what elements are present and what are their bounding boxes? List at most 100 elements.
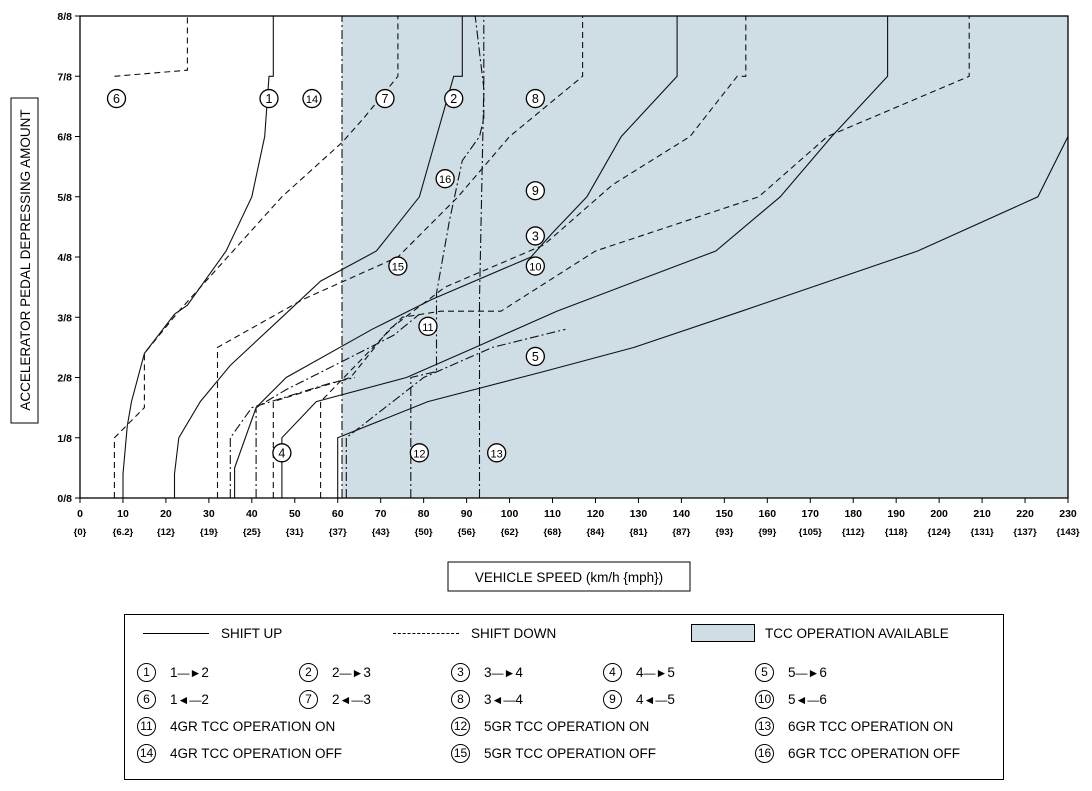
legend-item-number: 9	[603, 690, 622, 709]
legend-item-text: 4GR TCC OPERATION OFF	[170, 746, 343, 761]
legend-item-to: 5	[667, 692, 675, 707]
y-tick-label: 8/8	[57, 11, 72, 23]
legend-item-text: 6GR TCC OPERATION OFF	[788, 746, 961, 761]
legend-item-from: 5	[788, 665, 796, 680]
x-axis-label: VEHICLE SPEED (km/h {mph})	[475, 570, 663, 585]
x-tick-mph-label: {31}	[286, 527, 304, 538]
legend-item-text: 5GR TCC OPERATION OFF	[484, 746, 657, 761]
x-tick-mph-label: {112}	[842, 527, 865, 538]
legend-item-from: 5	[788, 692, 796, 707]
curve-label-circle-14	[302, 88, 322, 109]
legend-shift-up: SHIFT UP	[143, 626, 282, 641]
legend-item-number: 3	[451, 663, 470, 682]
x-tick-mph-label: {93}	[715, 527, 733, 538]
y-axis-label: ACCELERATOR PEDAL DEPRESSING AMOUNT	[18, 109, 33, 410]
x-tick-label: 110	[544, 508, 561, 520]
legend-item-to: 4	[515, 665, 523, 680]
x-tick-label: 200	[930, 508, 948, 520]
legend-item-arrow: —►	[339, 665, 364, 680]
curve-label-4: 4	[278, 446, 285, 460]
legend-item-from: 4	[636, 665, 644, 680]
series-line-4	[281, 16, 889, 498]
x-tick-label: 210	[973, 508, 991, 520]
legend-item-number: 11	[137, 717, 156, 736]
curve-label-11: 11	[422, 322, 433, 334]
legend-item-number: 1	[137, 663, 156, 682]
y-tick-label: 7/8	[57, 71, 72, 83]
x-tick-mph-label: {37}	[329, 527, 347, 538]
legend-item-to: 3	[363, 692, 371, 707]
y-tick-label: 1/8	[57, 433, 72, 445]
legend-shift-down: SHIFT DOWN	[393, 626, 556, 641]
curve-label-circle-5	[525, 346, 545, 367]
x-tick-mph-label: {12}	[157, 527, 175, 538]
x-tick-label: 190	[887, 508, 905, 520]
y-tick-label: 4/8	[57, 252, 72, 264]
legend-item-to: 3	[363, 665, 371, 680]
legend-item-from: 2	[332, 665, 340, 680]
y-tick-label: 5/8	[57, 192, 72, 204]
legend-item-16: 16 6GR TCC OPERATION OFF	[755, 744, 960, 763]
x-tick-mph-label: {0}	[74, 527, 87, 538]
series-line-10	[320, 16, 970, 498]
x-tick-label: 30	[203, 508, 215, 520]
y-tick-label: 2/8	[57, 373, 72, 385]
legend-item-number: 10	[755, 690, 774, 709]
x-tick-label: 90	[461, 508, 473, 520]
legend-item-arrow: ◄—	[339, 692, 364, 707]
legend-item-number: 7	[299, 690, 318, 709]
curve-label-15: 15	[392, 262, 404, 274]
legend-item-from: 1	[170, 665, 178, 680]
curve-label-16: 16	[439, 174, 451, 186]
legend-item-number: 12	[451, 717, 470, 736]
x-tick-label: 120	[587, 508, 605, 520]
legend-item-to: 4	[515, 692, 523, 707]
curve-label-circle-10	[525, 256, 545, 276]
x-axis-label-box	[447, 561, 691, 592]
legend-item-number: 13	[755, 717, 774, 736]
curve-label-7: 7	[382, 92, 389, 106]
series-line-9	[272, 16, 747, 498]
series-line-11	[255, 313, 420, 498]
x-tick-mph-label: {118}	[885, 527, 908, 538]
x-tick-mph-label: {124}	[928, 527, 952, 538]
curve-label-circle-8	[525, 88, 545, 109]
curve-label-13: 13	[491, 448, 503, 460]
legend-shift-up-label: SHIFT UP	[221, 626, 283, 641]
x-tick-label: 0	[77, 508, 83, 520]
x-tick-mph-label: {81}	[629, 527, 647, 538]
x-tick-mph-label: {84}	[586, 527, 604, 538]
dashed-line-swatch	[393, 633, 459, 634]
curve-label-circle-9	[525, 181, 545, 201]
curve-label-circle-11	[418, 316, 438, 336]
curve-label-circle-2	[444, 88, 464, 109]
curve-label-circle-3	[525, 226, 545, 246]
series-line-16	[474, 15, 485, 498]
legend-item-14: 14 4GR TCC OPERATION OFF	[137, 744, 342, 763]
legend-item-number: 6	[137, 690, 156, 709]
legend-item-arrow: ◄—	[491, 692, 516, 707]
legend: SHIFT UP SHIFT DOWN TCC OPERATION AVAILA…	[124, 614, 1004, 780]
legend-item-text: 6GR TCC OPERATION ON	[788, 719, 954, 734]
x-tick-mph-label: {105}	[799, 527, 823, 538]
legend-tcc: TCC OPERATION AVAILABLE	[691, 624, 949, 642]
curve-label-circle-4	[272, 443, 292, 463]
legend-item-from: 2	[332, 692, 340, 707]
legend-item-number: 4	[603, 663, 622, 682]
curve-label-14: 14	[306, 94, 318, 106]
series-line-7	[114, 16, 188, 77]
x-tick-label: 150	[716, 508, 734, 520]
legend-item-from: 3	[484, 665, 492, 680]
curve-label-6: 6	[113, 92, 120, 106]
legend-item-text: 5GR TCC OPERATION ON	[484, 719, 650, 734]
x-tick-mph-label: {137}	[1013, 527, 1037, 538]
x-tick-mph-label: {68}	[544, 527, 562, 538]
curve-label-circle-7	[375, 88, 395, 109]
x-tick-label: 10	[117, 508, 129, 520]
x-tick-label: 230	[1059, 508, 1077, 520]
x-tick-mph-label: {99}	[758, 527, 776, 538]
